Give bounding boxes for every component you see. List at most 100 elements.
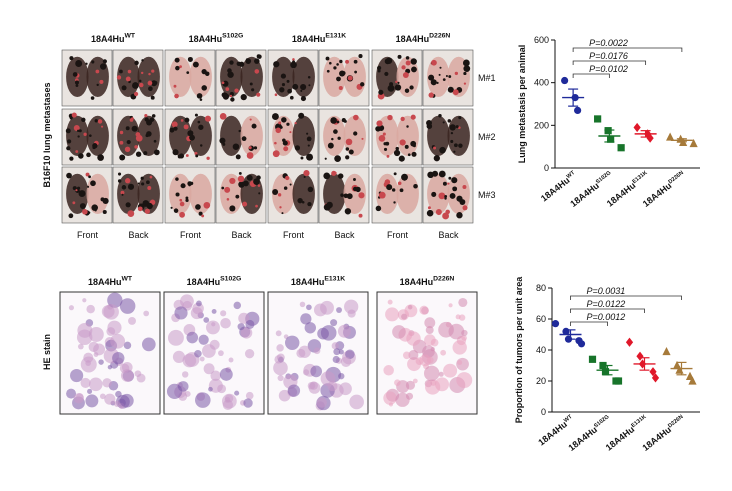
tumor-spot — [92, 143, 98, 149]
tumor-spot — [286, 79, 290, 83]
tumor-spot — [410, 114, 416, 120]
tumor-spot — [254, 58, 260, 64]
tumor-spot — [271, 113, 279, 121]
lung-lobe — [396, 173, 419, 215]
tumor-spot — [119, 140, 124, 145]
tissue — [456, 372, 473, 389]
tumor-spot — [403, 178, 406, 181]
tissue — [401, 313, 408, 320]
group-label: 18A4HuS102G — [189, 33, 244, 44]
tumor-spot — [237, 175, 245, 183]
tumor-spot — [178, 153, 185, 159]
tumor-spot — [447, 182, 450, 185]
tumor-spot — [394, 84, 402, 91]
tissue — [210, 370, 221, 382]
tumor-spot — [257, 54, 262, 59]
tissue — [287, 384, 301, 397]
p-value: P=0.0102 — [589, 64, 628, 74]
point — [651, 373, 660, 383]
tumor-spot — [410, 58, 417, 65]
tumor-spot — [190, 181, 194, 185]
tissue — [172, 350, 186, 363]
tumor-spot — [119, 130, 124, 135]
tissue — [196, 300, 202, 307]
tumor-spot — [129, 118, 134, 122]
tumor-spot — [274, 141, 277, 145]
tissue — [349, 394, 364, 410]
tumor-spot — [337, 136, 341, 140]
tumor-spot — [183, 124, 189, 130]
tumor-spot — [175, 177, 179, 181]
tissue — [181, 371, 189, 378]
tumor-spot — [67, 139, 72, 144]
tumor-spot — [96, 83, 99, 87]
tumor-spot — [246, 152, 254, 159]
tumor-spot — [458, 116, 462, 120]
y-tick-label: 20 — [536, 376, 546, 386]
tumor-spot — [246, 58, 249, 61]
significance-bracket — [570, 321, 608, 326]
tumor-spot — [451, 177, 458, 184]
tumor-spot — [116, 75, 122, 80]
tumor-spot — [306, 136, 312, 142]
tumor-spot — [140, 71, 144, 75]
tumor-spot — [430, 79, 437, 86]
tumor-spot — [439, 66, 442, 69]
tissue — [238, 312, 250, 324]
point — [688, 376, 697, 385]
tumor-spot — [85, 172, 90, 177]
tumor-spot — [219, 137, 226, 144]
tumor-spot — [447, 86, 454, 93]
label-sup: WT — [124, 33, 135, 40]
tissue — [320, 325, 337, 341]
tumor-spot — [283, 146, 289, 152]
tumor-spot — [186, 71, 190, 75]
tumor-spot — [456, 195, 463, 202]
tumor-spot — [140, 176, 144, 180]
tumor-spot — [397, 54, 402, 59]
tumor-spot — [289, 183, 292, 186]
label-sup: WT — [121, 276, 132, 283]
lung-lobe — [343, 173, 366, 215]
tumor-spot — [333, 171, 337, 175]
y-tick-label: 0 — [541, 407, 546, 417]
tissue — [402, 351, 411, 360]
tumor-spot — [462, 184, 467, 189]
tissue — [275, 330, 282, 337]
tissue — [208, 386, 213, 392]
tumor-spot — [120, 190, 125, 195]
tumor-spot — [426, 120, 433, 126]
tumor-spot — [248, 146, 252, 150]
tissue — [102, 378, 112, 388]
tumor-spot — [274, 93, 278, 97]
tumor-spot — [433, 146, 437, 150]
tumor-spot — [192, 61, 199, 68]
tumor-spot — [438, 170, 446, 178]
view-label: Front — [180, 230, 202, 240]
tissue — [110, 333, 126, 349]
point — [594, 115, 602, 123]
tumor-spot — [412, 144, 416, 148]
tumor-spot — [330, 117, 337, 124]
lung-lobe — [447, 115, 470, 157]
tissue — [211, 308, 217, 314]
tumor-spot — [450, 139, 454, 143]
tumor-spot — [405, 60, 411, 66]
tumor-spot — [146, 131, 152, 137]
tumor-spot — [173, 208, 179, 213]
tumor-spot — [65, 128, 71, 134]
y-tick-label: 60 — [536, 314, 546, 324]
tissue — [438, 371, 444, 377]
point — [614, 377, 623, 385]
tumor-spot — [300, 96, 306, 102]
tumor-spot — [383, 147, 388, 151]
point — [561, 76, 569, 85]
tumor-spot — [449, 193, 456, 199]
tumor-spot — [300, 83, 307, 91]
tumor-spot — [198, 124, 204, 130]
tumor-spot — [303, 169, 310, 177]
tumor-spot — [306, 132, 309, 135]
y-tick-label: 40 — [536, 345, 546, 355]
tissue — [237, 323, 245, 331]
